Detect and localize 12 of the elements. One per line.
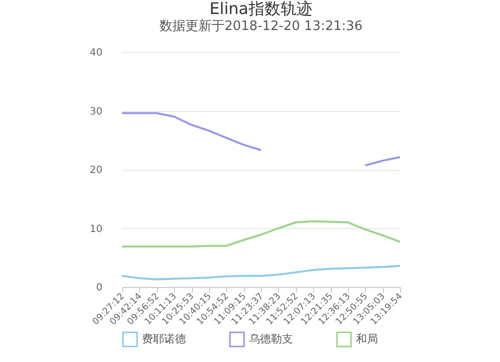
line-series: [121, 220, 401, 248]
chart-subtitle: 数据更新于2018-12-20 13:21:36: [159, 19, 363, 34]
legend-label: 和局: [356, 332, 378, 346]
legend-label: 乌德勒支: [249, 332, 293, 346]
y-tick-label: 40: [90, 48, 102, 58]
y-tick-label: 30: [90, 106, 102, 118]
y-tick-label: 10: [90, 224, 102, 235]
y-tick-label: 20: [90, 165, 102, 176]
y-tick-label: 0: [96, 282, 102, 294]
chart-title: Elina指数轨迹: [210, 0, 312, 18]
line-series: [121, 264, 401, 280]
legend-label: 费耶诺德: [142, 332, 186, 346]
